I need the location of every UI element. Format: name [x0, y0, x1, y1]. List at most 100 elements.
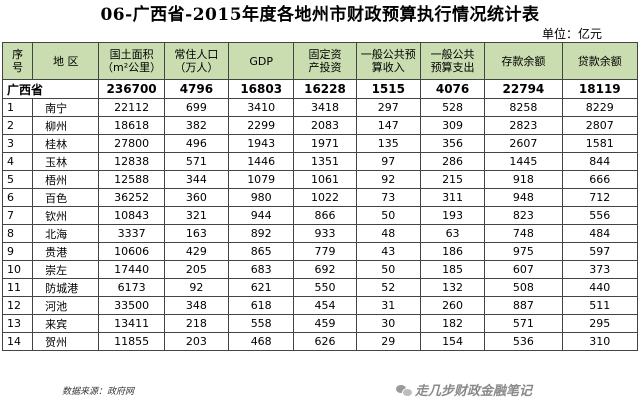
row-region: 南宁 — [32, 98, 100, 117]
row-area: 6173 — [98, 278, 165, 297]
row-gdp: 944 — [228, 206, 295, 225]
row-loan-balance: 844 — [561, 152, 639, 171]
row-deposit-balance: 536 — [484, 332, 563, 351]
row-population: 571 — [163, 152, 230, 171]
total-row: 广西省 236700 4796 16803 16228 1515 4076 22… — [1, 79, 639, 99]
table-row: 8 北海 3337 163 892 933 48 63 748 484 — [1, 224, 639, 243]
row-gdp: 683 — [228, 260, 295, 279]
total-fixed-asset-investment: 16228 — [293, 79, 357, 99]
data-source: 数据来源：政府网 — [62, 387, 135, 397]
row-seq: 3 — [1, 134, 34, 153]
row-budget-expenditure: 356 — [419, 134, 486, 153]
row-deposit-balance: 8258 — [484, 98, 563, 117]
row-budget-expenditure: 63 — [419, 224, 486, 243]
row-region: 桂林 — [32, 134, 100, 153]
row-area: 12838 — [98, 152, 165, 171]
row-budget-expenditure: 185 — [419, 260, 486, 279]
total-deposit-balance: 22794 — [484, 79, 563, 99]
row-budget-revenue: 147 — [355, 116, 421, 135]
row-fixed-asset-investment: 2083 — [293, 116, 357, 135]
row-budget-revenue: 135 — [355, 134, 421, 153]
total-area: 236700 — [98, 79, 165, 99]
header-deposit-balance: 存款余额 — [484, 42, 563, 80]
chat-bubble-icon — [396, 384, 413, 397]
row-loan-balance: 712 — [561, 188, 639, 207]
page-title: 06-广西省-2015年度各地州市财政预算执行情况统计表 — [100, 5, 540, 25]
row-seq: 6 — [1, 188, 34, 207]
row-budget-expenditure: 528 — [419, 98, 486, 117]
row-seq: 13 — [1, 314, 34, 333]
row-gdp: 1079 — [228, 170, 295, 189]
row-loan-balance: 484 — [561, 224, 639, 243]
row-seq: 10 — [1, 260, 34, 279]
row-gdp: 1943 — [228, 134, 295, 153]
row-fixed-asset-investment: 626 — [293, 332, 357, 351]
row-deposit-balance: 571 — [484, 314, 563, 333]
header-fixed-asset-investment: 固定资 产投资 — [293, 42, 357, 80]
row-budget-expenditure: 311 — [419, 188, 486, 207]
unit-label: 单位：亿元 — [541, 27, 602, 41]
row-area: 13411 — [98, 314, 165, 333]
row-population: 163 — [163, 224, 230, 243]
header-population: 常住人口 （万人） — [163, 42, 230, 80]
row-loan-balance: 597 — [561, 242, 639, 261]
row-area: 17440 — [98, 260, 165, 279]
row-loan-balance: 1581 — [561, 134, 639, 153]
row-region: 来宾 — [32, 314, 100, 333]
table-row: 11 防城港 6173 92 621 550 52 132 508 440 — [1, 278, 639, 297]
finance-table: 序号 地 区 国土面积 （m²公里） 常住人口 （万人） GDP 固定资 产投资 一般… — [1, 42, 639, 351]
row-seq: 8 — [1, 224, 34, 243]
row-budget-revenue: 29 — [355, 332, 421, 351]
row-gdp: 618 — [228, 296, 295, 315]
row-seq: 1 — [1, 98, 34, 117]
row-area: 10843 — [98, 206, 165, 225]
table-row: 1 南宁 22112 699 3410 3418 297 528 8258 8229 — [1, 98, 639, 117]
row-deposit-balance: 748 — [484, 224, 563, 243]
row-gdp: 892 — [228, 224, 295, 243]
row-region: 贺州 — [32, 332, 100, 351]
row-area: 10606 — [98, 242, 165, 261]
row-area: 18618 — [98, 116, 165, 135]
row-budget-expenditure: 182 — [419, 314, 486, 333]
row-seq: 7 — [1, 206, 34, 225]
row-seq: 2 — [1, 116, 34, 135]
row-budget-revenue: 30 — [355, 314, 421, 333]
row-budget-revenue: 50 — [355, 206, 421, 225]
row-deposit-balance: 2823 — [484, 116, 563, 135]
row-gdp: 468 — [228, 332, 295, 351]
row-loan-balance: 666 — [561, 170, 639, 189]
table-row: 12 河池 33500 348 618 454 31 260 887 511 — [1, 296, 639, 315]
row-area: 11855 — [98, 332, 165, 351]
row-budget-expenditure: 193 — [419, 206, 486, 225]
row-budget-expenditure: 309 — [419, 116, 486, 135]
row-loan-balance: 310 — [561, 332, 639, 351]
watermark-text: 走几步财政金融笔记 — [415, 384, 533, 399]
row-area: 22112 — [98, 98, 165, 117]
row-budget-expenditure: 132 — [419, 278, 486, 297]
row-region: 玉林 — [32, 152, 100, 171]
row-deposit-balance: 975 — [484, 242, 563, 261]
row-deposit-balance: 508 — [484, 278, 563, 297]
row-region: 贵港 — [32, 242, 100, 261]
row-deposit-balance: 948 — [484, 188, 563, 207]
header-row: 序号 地 区 国土面积 （m²公里） 常住人口 （万人） GDP 固定资 产投资 一般… — [1, 42, 639, 80]
row-budget-revenue: 52 — [355, 278, 421, 297]
total-gdp: 16803 — [228, 79, 295, 99]
row-population: 382 — [163, 116, 230, 135]
row-gdp: 980 — [228, 188, 295, 207]
row-fixed-asset-investment: 1061 — [293, 170, 357, 189]
row-fixed-asset-investment: 454 — [293, 296, 357, 315]
row-seq: 5 — [1, 170, 34, 189]
row-population: 218 — [163, 314, 230, 333]
row-gdp: 621 — [228, 278, 295, 297]
row-fixed-asset-investment: 459 — [293, 314, 357, 333]
row-region: 北海 — [32, 224, 100, 243]
row-population: 348 — [163, 296, 230, 315]
row-population: 360 — [163, 188, 230, 207]
row-gdp: 2299 — [228, 116, 295, 135]
row-budget-revenue: 92 — [355, 170, 421, 189]
row-budget-revenue: 97 — [355, 152, 421, 171]
row-fixed-asset-investment: 550 — [293, 278, 357, 297]
table-row: 7 钦州 10843 321 944 866 50 193 823 556 — [1, 206, 639, 225]
header-loan-balance: 贷款余额 — [561, 42, 639, 80]
